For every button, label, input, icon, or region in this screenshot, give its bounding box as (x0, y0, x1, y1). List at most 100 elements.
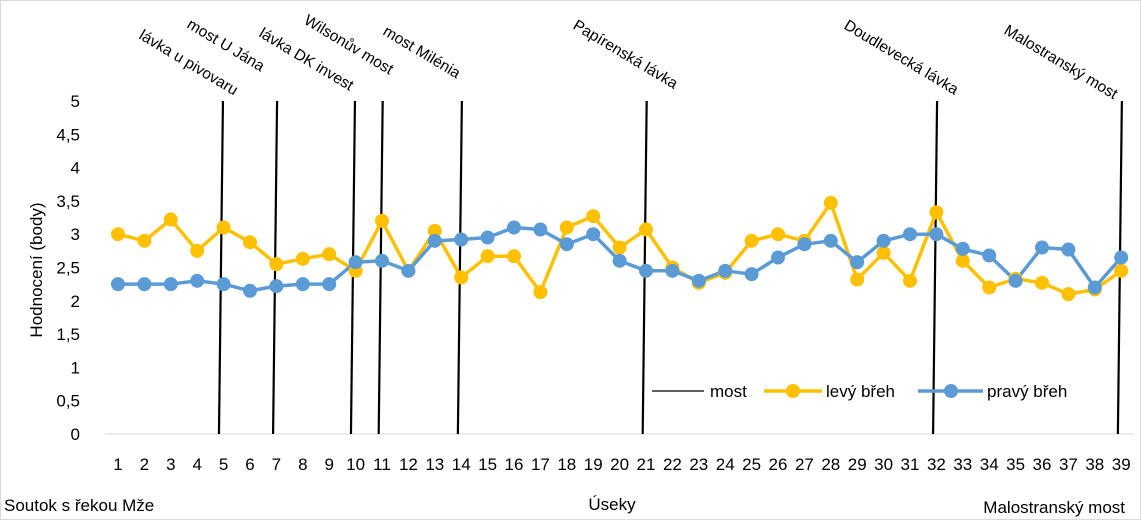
y-tick-label: 4 (71, 159, 80, 178)
y-axis-label: Hodnocení (body) (27, 202, 46, 337)
series-point-1 (955, 241, 970, 256)
x-tick-label: 33 (953, 455, 972, 474)
series-point-1 (876, 233, 891, 248)
y-tick-label: 1,5 (56, 325, 80, 344)
series-point-1 (850, 255, 865, 270)
series-point-0 (137, 233, 152, 248)
bottom-right-note: Malostranský most (983, 498, 1125, 517)
series-point-1 (243, 283, 257, 298)
series-point-1 (375, 253, 389, 268)
x-tick-label: 16 (505, 455, 524, 474)
series-point-1 (1114, 250, 1129, 265)
series-point-0 (771, 227, 785, 242)
x-tick-label: 26 (769, 455, 788, 474)
series-point-1 (718, 263, 733, 278)
x-tick-label: 17 (531, 455, 550, 474)
series-point-1 (163, 277, 178, 292)
series-point-1 (111, 277, 125, 292)
series-point-0 (190, 243, 205, 258)
series-point-0 (876, 245, 891, 260)
series-point-0 (533, 285, 548, 300)
y-tick-label: 2 (71, 292, 80, 311)
x-tick-label: 10 (346, 455, 365, 474)
series-point-1 (665, 263, 680, 278)
series-point-1 (322, 277, 337, 292)
series-point-0 (903, 273, 917, 288)
x-tick-label: 11 (373, 455, 391, 474)
x-tick-label: 3 (166, 455, 175, 474)
series-point-1 (903, 227, 917, 242)
y-tick-label: 2,5 (56, 259, 80, 278)
x-tick-label: 20 (610, 455, 629, 474)
series-point-1 (401, 263, 416, 278)
x-tick-label: 30 (874, 455, 893, 474)
series-point-1 (480, 230, 495, 245)
bottom-left-note: Soutok s řekou Mže (4, 496, 154, 515)
series-point-1 (295, 277, 310, 292)
x-tick-label: 6 (245, 455, 254, 474)
x-tick-label: 13 (425, 455, 444, 474)
series-point-0 (111, 227, 125, 242)
series-point-0 (163, 212, 178, 227)
bridge-line (931, 100, 939, 435)
legend: most levý břeh pravý břeh (652, 382, 1067, 401)
series-point-0 (295, 251, 310, 266)
bridge-line (456, 100, 463, 435)
y-tick-label: 5 (71, 92, 80, 111)
series-point-1 (1035, 240, 1049, 255)
series-point-1 (559, 237, 574, 252)
y-tick-label: 1 (71, 358, 80, 377)
legend-pravy-swatch-marker (944, 384, 958, 398)
series-point-0 (639, 222, 653, 237)
x-tick-label: 19 (584, 455, 603, 474)
series-point-1 (823, 233, 838, 248)
x-tick-label: 5 (219, 455, 228, 474)
series-point-0 (507, 249, 521, 264)
x-tick-label: 21 (637, 455, 656, 474)
x-tick-label: 4 (192, 455, 201, 474)
series-point-1 (691, 273, 706, 288)
series-point-1 (1061, 242, 1076, 257)
series-point-1 (744, 267, 759, 282)
series-point-0 (269, 257, 284, 272)
series-point-0 (612, 240, 627, 255)
x-tick-label: 32 (927, 455, 946, 474)
series-point-1 (427, 233, 442, 248)
x-tick-label: 15 (478, 455, 497, 474)
x-tick-label: 34 (980, 455, 999, 474)
x-tick-label: 31 (901, 455, 920, 474)
series-point-1 (586, 227, 601, 242)
series-point-1 (348, 255, 363, 270)
y-tick-label: 0 (71, 425, 80, 444)
y-tick-label: 3 (71, 225, 80, 244)
series-point-0 (243, 235, 257, 250)
series-point-1 (1008, 273, 1023, 288)
series-point-1 (533, 222, 548, 237)
series-point-1 (639, 263, 653, 278)
series-point-0 (982, 280, 997, 295)
series-point-0 (322, 247, 337, 262)
x-tick-label: 8 (298, 455, 307, 474)
series-point-0 (586, 209, 601, 224)
series-point-0 (955, 253, 970, 268)
x-tick-label: 12 (399, 455, 418, 474)
x-tick-label: 24 (716, 455, 735, 474)
series-point-0 (929, 205, 944, 220)
series-point-1 (190, 273, 205, 288)
legend-levy-swatch-marker (786, 384, 800, 398)
series-point-0 (427, 223, 442, 238)
series-point-1 (982, 248, 997, 263)
x-tick-label: 37 (1059, 455, 1078, 474)
x-tick-label: 9 (324, 455, 333, 474)
x-tick-label: 39 (1112, 455, 1131, 474)
y-tick-label: 4,5 (56, 125, 80, 144)
series-point-0 (744, 233, 759, 248)
y-tick-label: 3,5 (56, 192, 80, 211)
series-point-0 (559, 220, 574, 235)
x-tick-label: 38 (1085, 455, 1104, 474)
series-point-1 (612, 253, 627, 268)
x-tick-label: 7 (272, 455, 281, 474)
